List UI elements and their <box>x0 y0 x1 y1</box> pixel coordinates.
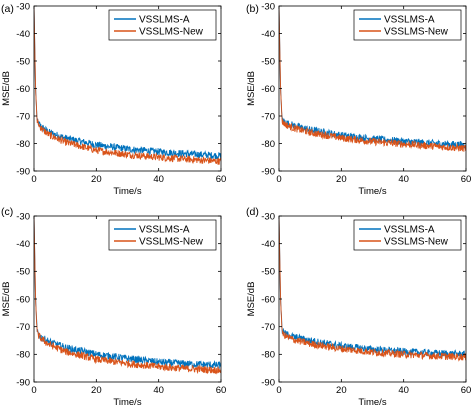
series-group <box>279 6 466 152</box>
y-axis-title: MSE/dB <box>246 71 257 106</box>
x-tick-label: 20 <box>91 174 102 185</box>
y-tick-label: -90 <box>261 377 275 388</box>
series-group <box>279 216 466 362</box>
legend-label: VSSLMS-A <box>139 15 190 26</box>
chart-panel-a: -30 -40 -50 -60 -70 -80 -900 20 40 60 Time/s MSE/dB… <box>1 1 226 197</box>
y-tick-label: -80 <box>261 139 275 150</box>
x-tick-label: 60 <box>461 174 472 185</box>
x-tick-label: 0 <box>276 385 281 396</box>
x-tick-label: 0 <box>31 174 36 185</box>
x-tick-label: 20 <box>336 174 347 185</box>
panel-label: (c) <box>1 206 13 218</box>
x-axis-title: Time/s <box>113 186 141 197</box>
legend-label: VSSLMS-New <box>384 237 449 248</box>
y-tick-label: -30 <box>261 1 275 12</box>
x-tick-label: 40 <box>153 174 164 185</box>
y-tick-label: -30 <box>261 211 275 222</box>
y-tick-label: -70 <box>16 322 30 333</box>
legend-box <box>353 219 462 251</box>
legend-box <box>108 9 217 41</box>
legend-box <box>108 219 217 251</box>
x-tick-label: 40 <box>398 174 409 185</box>
legend-label: VSSLMS-A <box>139 225 190 236</box>
y-tick-label: -50 <box>261 267 275 278</box>
y-tick-label: -50 <box>16 56 30 67</box>
x-tick-label: 20 <box>91 385 102 396</box>
y-tick-label: -30 <box>16 211 30 222</box>
x-tick-label: 40 <box>153 385 164 396</box>
y-tick-label: -90 <box>16 166 30 177</box>
x-tick-label: 60 <box>216 174 227 185</box>
series-line-vsslms-new <box>279 216 466 362</box>
x-tick-label: 0 <box>276 174 281 185</box>
x-tick-label: 0 <box>31 385 36 396</box>
x-tick-label: 60 <box>461 385 472 396</box>
y-tick-label: -60 <box>261 294 275 305</box>
y-tick-label: -90 <box>16 377 30 388</box>
legend-label: VSSLMS-A <box>384 225 435 236</box>
y-tick-label: -40 <box>16 29 30 40</box>
chart-panel-d: -30 -40 -50 -60 -70 -80 -900 20 40 60 Time/s MSE/dB… <box>246 206 471 408</box>
y-axis-title: MSE/dB <box>1 71 12 106</box>
series-line-vsslms-a <box>34 216 221 369</box>
y-tick-label: -50 <box>261 56 275 67</box>
chart-panel-c: -30 -40 -50 -60 -70 -80 -900 20 40 60 Time/s MSE/dB… <box>1 206 226 408</box>
legend-label: VSSLMS-New <box>139 27 204 38</box>
y-tick-label: -90 <box>261 166 275 177</box>
series-line-vsslms-new <box>34 6 221 165</box>
x-tick-label: 20 <box>336 385 347 396</box>
series-line-vsslms-new <box>34 216 221 375</box>
y-axis-title: MSE/dB <box>246 282 257 317</box>
y-tick-label: -40 <box>261 239 275 250</box>
panel-label: (b) <box>246 3 259 15</box>
y-tick-label: -40 <box>261 29 275 40</box>
legend-label: VSSLMS-New <box>384 27 449 38</box>
y-tick-label: -60 <box>16 84 30 95</box>
x-axis-title: Time/s <box>113 397 141 408</box>
y-tick-label: -70 <box>261 111 275 122</box>
legend-label: VSSLMS-A <box>384 15 435 26</box>
y-tick-label: -80 <box>16 350 30 361</box>
y-tick-label: -50 <box>16 267 30 278</box>
y-tick-label: -80 <box>261 350 275 361</box>
series-group <box>34 216 221 375</box>
panel-label: (d) <box>246 206 259 218</box>
legend-box <box>353 9 462 41</box>
y-tick-label: -70 <box>16 111 30 122</box>
series-line-vsslms-new <box>279 6 466 152</box>
y-tick-label: -70 <box>261 322 275 333</box>
x-tick-label: 60 <box>216 385 227 396</box>
x-tick-label: 40 <box>398 385 409 396</box>
y-axis-title: MSE/dB <box>1 282 12 317</box>
legend-label: VSSLMS-New <box>139 237 204 248</box>
y-tick-label: -40 <box>16 239 30 250</box>
x-axis-title: Time/s <box>358 397 386 408</box>
y-tick-label: -60 <box>16 294 30 305</box>
series-group <box>34 6 221 165</box>
y-tick-label: -60 <box>261 84 275 95</box>
y-tick-label: -80 <box>16 139 30 150</box>
y-tick-label: -30 <box>16 1 30 12</box>
panel-label: (a) <box>1 3 14 15</box>
chart-panel-b: -30 -40 -50 -60 -70 -80 -900 20 40 60 Time/s MSE/dB… <box>246 1 471 197</box>
x-axis-title: Time/s <box>358 186 386 197</box>
